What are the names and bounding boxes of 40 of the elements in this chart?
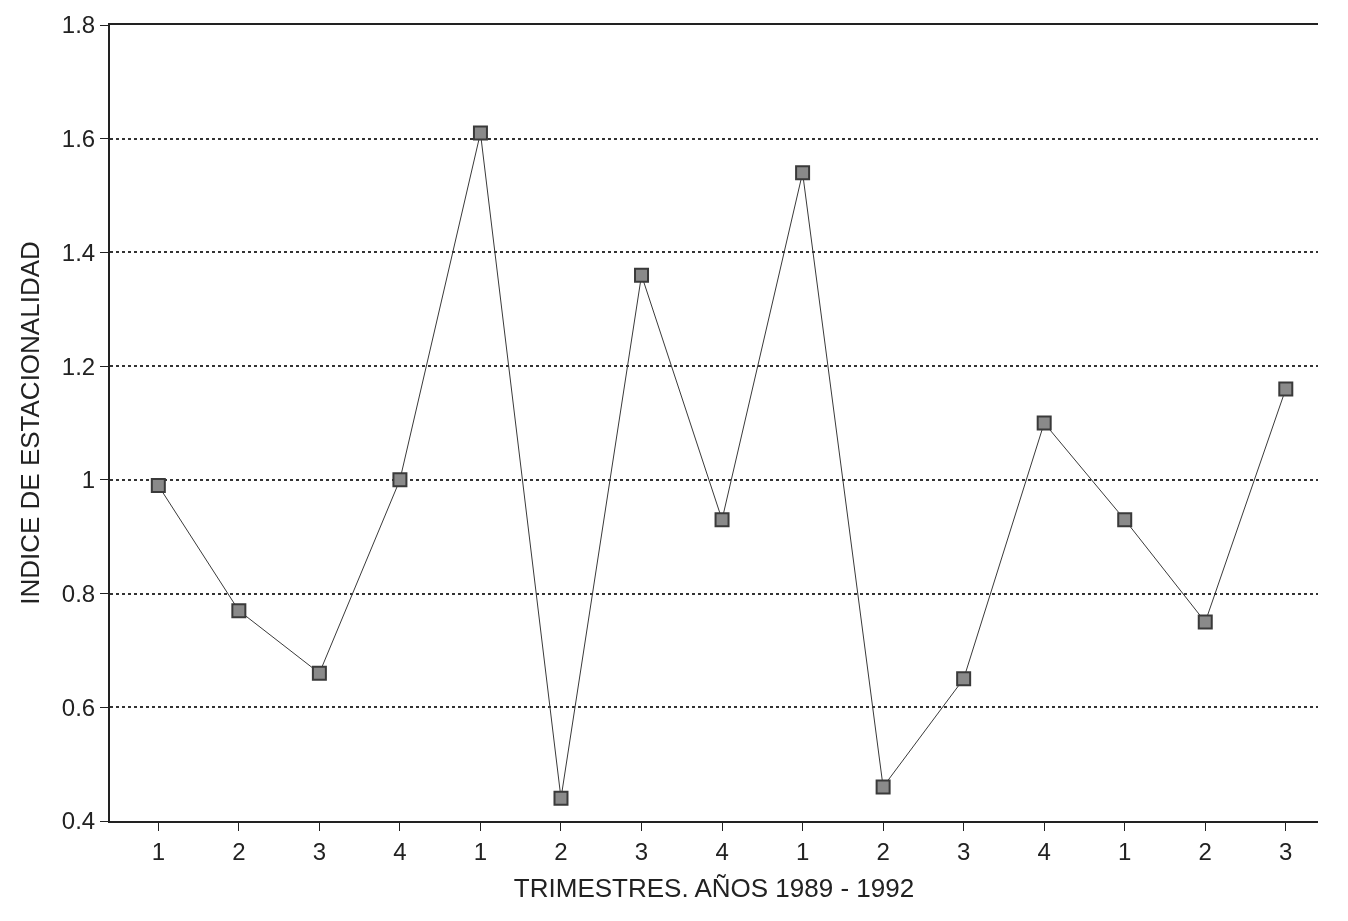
y-tick-label: 1.8 <box>61 11 96 39</box>
point <box>311 665 327 681</box>
point <box>392 472 408 488</box>
x-tick-label: 2 <box>876 837 890 865</box>
point <box>875 779 891 795</box>
x-tick-label: 1 <box>795 837 810 865</box>
y-tick-label: 1.4 <box>61 238 96 266</box>
y-tick-label: 0.8 <box>61 579 96 607</box>
point <box>1117 512 1133 528</box>
point <box>1278 381 1294 397</box>
x-tick-label: 2 <box>554 837 568 865</box>
x-tick-label: 1 <box>473 837 488 865</box>
point <box>150 478 166 494</box>
x-tick-label: 3 <box>956 837 971 865</box>
y-tick-label: 0.4 <box>61 807 96 835</box>
point <box>714 512 730 528</box>
x-tick-label: 3 <box>312 837 327 865</box>
point <box>795 165 811 181</box>
x-tick-label: 4 <box>393 837 407 865</box>
point <box>472 125 488 141</box>
x-tick-label: 3 <box>634 837 649 865</box>
x-tick-label: 2 <box>232 837 246 865</box>
point <box>231 603 247 619</box>
y-tick-label: 1.2 <box>61 352 96 380</box>
x-axis-title: TRIMESTRES. AÑOS 1989 - 1992 <box>513 873 915 903</box>
point <box>553 790 569 806</box>
x-tick-label: 1 <box>1118 837 1132 865</box>
point <box>634 267 650 283</box>
x-tick-label: 4 <box>1037 837 1051 865</box>
y-tick-label: 1 <box>81 466 96 494</box>
y-axis-title: INDICE DE ESTACIONALIDAD <box>14 241 45 605</box>
point <box>1036 415 1052 431</box>
x-tick-label: 3 <box>1279 837 1293 865</box>
point <box>1197 614 1213 630</box>
y-tick-label: 0.6 <box>61 693 96 721</box>
x-tick-label: 1 <box>151 837 165 865</box>
x-tick-label: 4 <box>715 837 729 865</box>
x-tick-label: 2 <box>1198 837 1212 865</box>
point <box>956 671 972 687</box>
y-tick-label: 1.6 <box>61 125 96 153</box>
